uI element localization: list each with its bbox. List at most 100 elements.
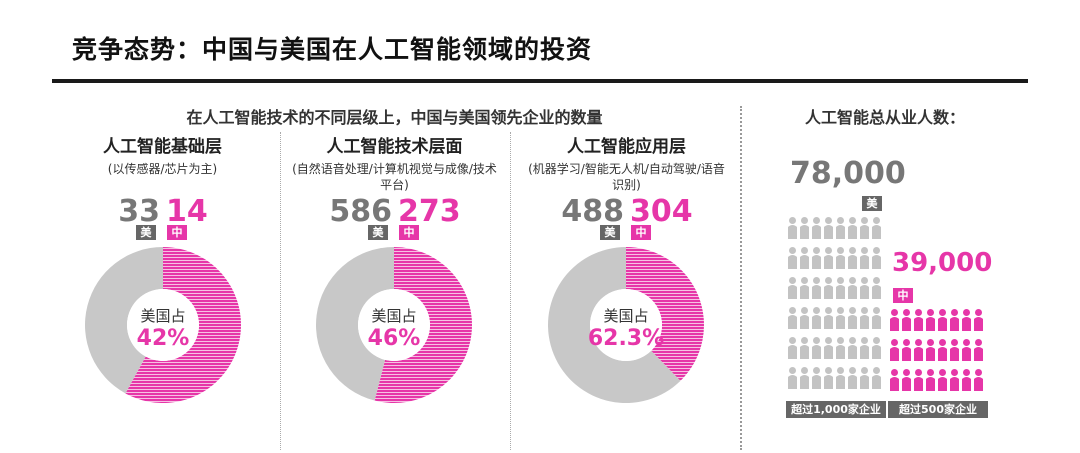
person-icon	[860, 247, 869, 269]
person-icon	[800, 247, 809, 269]
person-icon	[890, 369, 899, 391]
panel-description: (自然语音处理/计算机视觉与成像/技术平台)	[292, 162, 497, 192]
us-count: 488	[561, 194, 624, 229]
person-icon	[962, 369, 971, 391]
companies-chart-title: 在人工智能技术的不同层级上，中国与美国领先企业的数量	[186, 108, 603, 127]
donut-center-text: 美国占	[603, 307, 649, 325]
cn-caption: 超过500家企业	[888, 401, 988, 418]
person-icon	[872, 367, 881, 389]
us-tag: 美	[136, 225, 156, 240]
person-icon	[812, 277, 821, 299]
person-icon	[872, 217, 881, 239]
person-icon	[962, 339, 971, 361]
person-icon	[788, 307, 797, 329]
person-icon	[848, 247, 857, 269]
donut-center-percent: 46%	[367, 326, 421, 351]
person-icon	[836, 277, 845, 299]
person-icon	[902, 339, 911, 361]
person-icon	[974, 309, 983, 331]
person-icon	[788, 247, 797, 269]
us-employment-value: 78,000	[790, 156, 906, 191]
us-count: 33	[118, 194, 160, 229]
section-divider	[740, 106, 742, 450]
donut-chart-technology	[316, 247, 472, 403]
donut-center-label: 美国占 62.3%	[576, 305, 676, 351]
us-tag: 美	[862, 196, 882, 211]
employment-title: 人工智能总从业人数：	[804, 108, 965, 127]
person-icon	[848, 217, 857, 239]
person-icon	[914, 309, 923, 331]
person-icon	[938, 309, 947, 331]
person-icon	[800, 277, 809, 299]
person-icon	[872, 247, 881, 269]
person-icon	[860, 367, 869, 389]
person-icon	[950, 339, 959, 361]
person-icon	[824, 337, 833, 359]
person-icon	[938, 369, 947, 391]
person-icon	[824, 247, 833, 269]
person-icon	[812, 247, 821, 269]
person-icon	[800, 307, 809, 329]
panel-technology-layer: 人工智能技术层面 (自然语音处理/计算机视觉与成像/技术平台) 586 273 …	[282, 130, 507, 240]
person-icon	[812, 337, 821, 359]
person-icon	[860, 307, 869, 329]
person-icon	[836, 367, 845, 389]
person-icon	[914, 369, 923, 391]
donut-chart-foundation	[85, 247, 241, 403]
us-slice	[85, 247, 163, 394]
cn-tag: 中	[893, 288, 913, 303]
panel-divider	[510, 132, 511, 450]
person-icon	[890, 309, 899, 331]
person-icon	[872, 307, 881, 329]
panel-description: (以传感器/芯片为主)	[107, 162, 218, 176]
us-tag: 美	[368, 225, 388, 240]
us-count: 586	[329, 194, 392, 229]
person-icon	[812, 217, 821, 239]
person-icon	[902, 309, 911, 331]
person-icon	[848, 367, 857, 389]
person-icon	[800, 337, 809, 359]
person-icon	[938, 339, 947, 361]
title-divider	[52, 79, 1028, 83]
panel-foundation-layer: 人工智能基础层 (以传感器/芯片为主) 33 14 美 中	[50, 130, 275, 240]
person-icon	[788, 277, 797, 299]
cn-count: 304	[630, 194, 693, 229]
person-icon	[872, 337, 881, 359]
person-icon	[872, 277, 881, 299]
us-caption: 超过1,000家企业	[786, 401, 886, 418]
cn-slice	[374, 247, 472, 403]
person-icon	[848, 277, 857, 299]
donut-center-text: 美国占	[371, 307, 417, 325]
donut-center-label: 美国占 46%	[344, 305, 444, 351]
person-icon	[890, 339, 899, 361]
cn-slice	[626, 247, 704, 381]
panel-name: 人工智能技术层面	[326, 137, 463, 157]
person-icon	[836, 337, 845, 359]
person-icon	[926, 339, 935, 361]
panel-name: 人工智能应用层	[567, 137, 686, 157]
donut-hole	[127, 289, 199, 361]
panel-divider	[280, 132, 281, 450]
donut-center-percent: 42%	[136, 326, 190, 351]
donut-center-text: 美国占	[140, 307, 186, 325]
cn-slice	[125, 247, 241, 403]
us-people-pictogram	[788, 217, 881, 389]
us-slice	[548, 247, 681, 403]
person-icon	[974, 369, 983, 391]
person-icon	[836, 307, 845, 329]
person-icon	[962, 309, 971, 331]
person-icon	[788, 337, 797, 359]
person-icon	[902, 369, 911, 391]
cn-count: 14	[166, 194, 208, 229]
person-icon	[824, 217, 833, 239]
cn-tag: 中	[167, 225, 187, 240]
cn-tag: 中	[399, 225, 419, 240]
person-icon	[836, 247, 845, 269]
person-icon	[950, 369, 959, 391]
cn-employment-value: 39,000	[892, 248, 993, 278]
donut-hole	[358, 289, 430, 361]
person-icon	[848, 307, 857, 329]
person-icon	[914, 339, 923, 361]
person-icon	[860, 337, 869, 359]
person-icon	[812, 367, 821, 389]
